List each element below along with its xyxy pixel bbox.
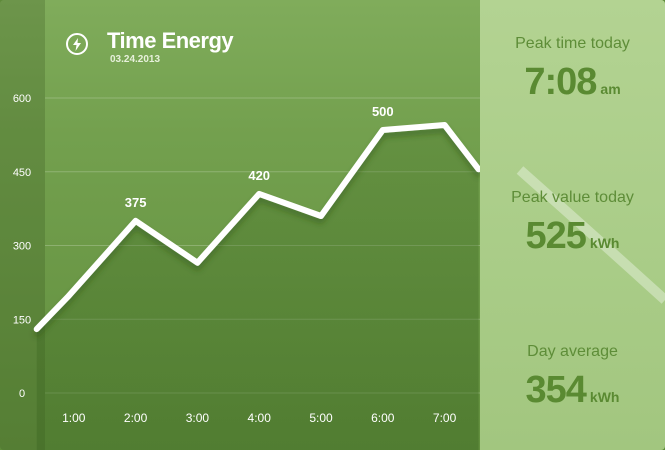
data-labels: 375 420 500: [125, 104, 394, 210]
peak-value-label: Peak value today: [511, 189, 634, 206]
day-average-label: Day average: [527, 343, 618, 360]
x-tick-label: 6:00: [371, 411, 395, 425]
peak-value-unit: kWh: [589, 235, 620, 251]
area-fill: [36, 125, 479, 450]
peak-time-unit: am: [600, 81, 621, 97]
data-label: 375: [125, 195, 147, 210]
x-tick-label: 2:00: [124, 411, 148, 425]
x-axis-ticks: 1:00 2:00 3:00 4:00 5:00 6:00 7:00: [62, 411, 456, 425]
data-label: 500: [372, 104, 394, 119]
y-tick-label: 450: [13, 167, 31, 179]
stat-peak-value: Peak value today 525 kWh: [480, 189, 665, 258]
y-tick-label: 600: [13, 93, 31, 105]
y-tick-label: 0: [19, 388, 25, 400]
y-tick-label: 150: [13, 314, 31, 326]
data-label: 420: [248, 168, 270, 183]
x-tick-label: 1:00: [62, 411, 86, 425]
peak-value-value: 525: [525, 215, 587, 257]
widget-title: Time Energy: [107, 28, 234, 53]
y-axis-ticks: 0 150 300 450 600: [13, 93, 31, 400]
lightning-bolt-icon: [66, 33, 88, 55]
peak-time-label: Peak time today: [515, 35, 630, 52]
x-tick-label: 4:00: [248, 411, 272, 425]
peak-time-value: 7:08: [524, 61, 597, 103]
day-average-unit: kWh: [589, 389, 620, 405]
stat-day-average: Day average 354 kWh: [480, 343, 665, 412]
series-line: [33, 122, 482, 333]
widget-date: 03.24.2013: [110, 54, 161, 65]
x-tick-label: 5:00: [309, 411, 333, 425]
x-tick-label: 3:00: [186, 411, 210, 425]
stat-peak-time: Peak time today 7:08 am: [480, 35, 665, 104]
y-tick-label: 300: [13, 241, 31, 253]
stats-panel: Peak time today 7:08 am Peak value today …: [480, 0, 665, 450]
day-average-value: 354: [525, 369, 587, 411]
x-tick-label: 7:00: [433, 411, 457, 425]
